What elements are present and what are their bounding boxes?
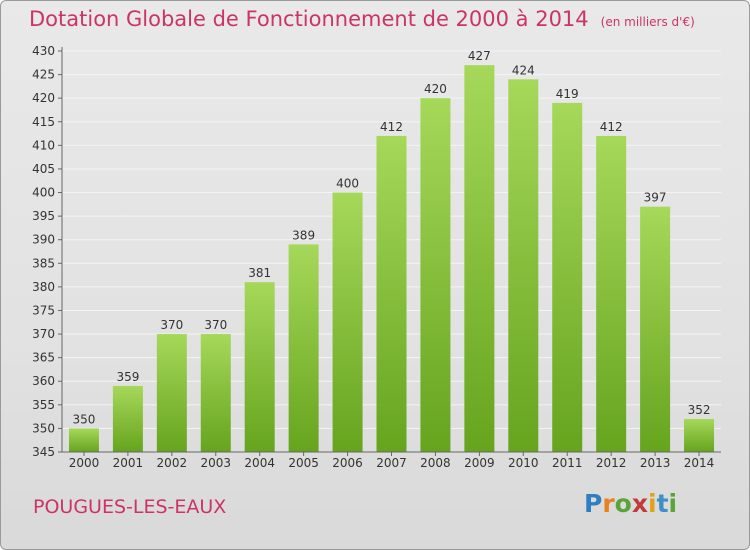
value-label-2006: 400: [336, 177, 359, 191]
y-tick-label: 345: [32, 445, 55, 459]
value-label-2012: 412: [600, 120, 623, 134]
commune-name: POUGUES-LES-EAUX: [33, 496, 227, 518]
x-tick-label-2006: 2006: [332, 456, 363, 470]
x-tick-label-2004: 2004: [244, 456, 275, 470]
bars-group: [68, 65, 715, 453]
bar-2009: [464, 65, 495, 452]
value-label-2011: 419: [556, 87, 579, 101]
x-tick-label-2010: 2010: [508, 456, 539, 470]
y-tick-label: 395: [32, 209, 55, 223]
x-tick-label-2007: 2007: [376, 456, 407, 470]
chart-unit-text: (en milliers d'€): [600, 15, 695, 29]
value-label-2008: 420: [424, 82, 447, 96]
y-tick-label: 405: [32, 162, 55, 176]
value-label-2007: 412: [380, 120, 403, 134]
bar-2004: [244, 282, 275, 452]
x-tick-label-2000: 2000: [69, 456, 100, 470]
x-axis-ticks: 2000 2001 2002 2003 2004 2005 2006 2007 2008 2009…: [69, 452, 715, 470]
value-label-2009: 427: [468, 49, 491, 63]
value-label-2002: 370: [160, 318, 183, 332]
y-tick-label: 355: [32, 398, 55, 412]
bar-2010: [508, 79, 539, 453]
y-tick-label: 380: [32, 280, 55, 294]
bar-2007: [376, 135, 407, 452]
bar-2008: [420, 98, 451, 453]
value-label-2010: 424: [512, 63, 535, 77]
x-tick-label-2013: 2013: [640, 456, 671, 470]
x-tick-label-2009: 2009: [464, 456, 495, 470]
value-label-2014: 352: [688, 403, 711, 417]
y-tick-label: 375: [32, 303, 55, 317]
y-tick-label: 385: [32, 256, 55, 270]
value-label-2005: 389: [292, 228, 315, 242]
y-tick-label: 425: [32, 68, 55, 82]
y-tick-label: 390: [32, 233, 55, 247]
x-tick-label-2003: 2003: [200, 456, 231, 470]
bar-2005: [288, 244, 319, 452]
bar-2011: [552, 102, 583, 453]
value-label-2003: 370: [204, 318, 227, 332]
y-tick-label: 350: [32, 421, 55, 435]
value-label-2000: 350: [73, 412, 96, 426]
chart-title: Dotation Globale de Fonctionnement de 20…: [29, 7, 695, 31]
value-label-2001: 359: [116, 370, 139, 384]
y-tick-label: 365: [32, 351, 55, 365]
axes: [61, 47, 721, 453]
y-tick-label: 400: [32, 186, 55, 200]
y-tick-label: 370: [32, 327, 55, 341]
y-tick-label: 420: [32, 91, 55, 105]
x-tick-label-2011: 2011: [552, 456, 583, 470]
x-tick-label-2014: 2014: [684, 456, 715, 470]
y-axis-ticks: 345 350 355 360 365 370 375 380 385 390 395 400 405 4…: [32, 44, 62, 459]
y-tick-label: 360: [32, 374, 55, 388]
y-tick-label: 415: [32, 115, 55, 129]
bar-2002: [156, 334, 187, 452]
proxiti-logo[interactable]: Proxiti: [584, 489, 678, 518]
bar-2014: [684, 418, 715, 452]
chart-title-text: Dotation Globale de Fonctionnement de 20…: [29, 7, 589, 31]
value-label-2013: 397: [644, 191, 667, 205]
bar-2000: [68, 428, 99, 452]
value-label-2004: 381: [248, 266, 271, 280]
x-tick-label-2008: 2008: [420, 456, 451, 470]
x-tick-label-2002: 2002: [157, 456, 188, 470]
bar-2001: [112, 385, 143, 452]
y-tick-label: 430: [32, 44, 55, 58]
bar-2006: [332, 192, 363, 452]
y-tick-label: 410: [32, 138, 55, 152]
value-labels: 350 359 370 370 381 389 400 412 420 427 424 419 412 3…: [73, 49, 711, 426]
bar-2012: [596, 135, 627, 452]
x-tick-label-2001: 2001: [113, 456, 144, 470]
bar-2003: [200, 334, 231, 452]
x-tick-label-2005: 2005: [288, 456, 319, 470]
bar-2013: [640, 206, 671, 452]
x-tick-label-2012: 2012: [596, 456, 627, 470]
